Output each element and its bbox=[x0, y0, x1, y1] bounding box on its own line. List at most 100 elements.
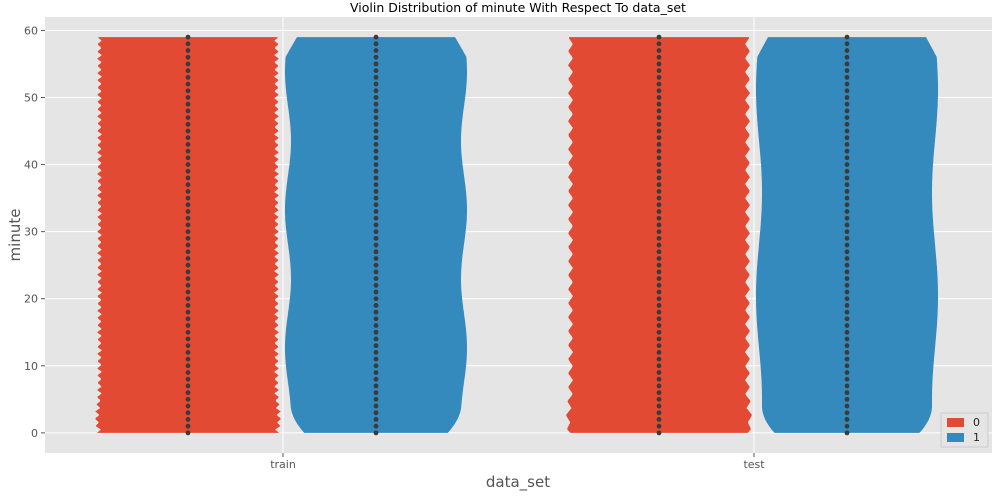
inner-point bbox=[656, 316, 662, 322]
inner-point bbox=[844, 229, 850, 235]
inner-point bbox=[185, 175, 191, 181]
inner-point bbox=[844, 430, 850, 436]
inner-point bbox=[656, 296, 662, 302]
inner-point bbox=[844, 356, 850, 362]
x-tick-label: test bbox=[743, 458, 765, 471]
inner-point bbox=[656, 403, 662, 409]
inner-point bbox=[844, 108, 850, 114]
inner-point bbox=[185, 316, 191, 322]
inner-point bbox=[373, 336, 379, 342]
inner-point bbox=[656, 189, 662, 194]
inner-point bbox=[185, 249, 191, 255]
inner-point bbox=[656, 309, 662, 315]
violin-test-1 bbox=[756, 37, 938, 433]
inner-point bbox=[185, 242, 191, 248]
inner-point bbox=[656, 41, 662, 47]
inner-point bbox=[656, 34, 662, 40]
legend-label-1: 1 bbox=[973, 431, 980, 444]
inner-point bbox=[373, 370, 379, 375]
inner-point bbox=[373, 195, 379, 201]
inner-point bbox=[373, 235, 379, 241]
inner-point bbox=[373, 54, 379, 60]
inner-point bbox=[373, 88, 379, 94]
inner-point bbox=[185, 202, 191, 208]
inner-point bbox=[844, 396, 850, 402]
inner-point bbox=[844, 88, 850, 94]
inner-point bbox=[656, 148, 662, 154]
inner-point bbox=[185, 81, 191, 87]
x-tick-label: train bbox=[270, 458, 296, 471]
inner-point bbox=[185, 235, 191, 241]
inner-point bbox=[185, 95, 191, 100]
inner-point bbox=[656, 376, 662, 382]
inner-point bbox=[373, 209, 379, 214]
inner-point bbox=[656, 175, 662, 181]
inner-point bbox=[656, 303, 662, 308]
inner-point bbox=[844, 329, 850, 335]
inner-point bbox=[185, 390, 191, 396]
inner-point bbox=[656, 202, 662, 208]
inner-point bbox=[656, 329, 662, 335]
inner-point bbox=[373, 329, 379, 335]
legend: 0 1 bbox=[940, 412, 989, 448]
inner-point bbox=[185, 282, 191, 288]
chart-title: Violin Distribution of minute With Respe… bbox=[350, 0, 686, 15]
inner-point bbox=[185, 128, 191, 134]
inner-point bbox=[185, 61, 191, 67]
inner-point bbox=[656, 48, 662, 53]
inner-point bbox=[656, 256, 662, 261]
inner-point bbox=[844, 289, 850, 295]
violin-train-0 bbox=[95, 37, 281, 433]
inner-point bbox=[373, 222, 379, 228]
inner-point bbox=[373, 115, 379, 121]
inner-point bbox=[185, 423, 191, 429]
inner-point bbox=[185, 195, 191, 201]
inner-point bbox=[656, 195, 662, 201]
y-tick-label: 0 bbox=[31, 427, 38, 440]
inner-point bbox=[373, 148, 379, 154]
inner-point bbox=[185, 269, 191, 275]
inner-point bbox=[656, 282, 662, 288]
inner-point bbox=[373, 403, 379, 409]
inner-point bbox=[844, 235, 850, 241]
y-tick-label: 20 bbox=[24, 293, 38, 306]
inner-point bbox=[373, 95, 379, 100]
inner-point bbox=[656, 142, 662, 147]
inner-point bbox=[373, 242, 379, 248]
inner-point bbox=[844, 155, 850, 161]
inner-point bbox=[185, 410, 191, 416]
inner-point bbox=[656, 289, 662, 295]
legend-swatch-0 bbox=[947, 418, 964, 427]
inner-point bbox=[373, 74, 379, 80]
inner-point bbox=[844, 323, 850, 328]
inner-point bbox=[844, 61, 850, 67]
inner-point bbox=[844, 41, 850, 47]
inner-points bbox=[185, 34, 850, 436]
inner-point bbox=[185, 168, 191, 174]
inner-point bbox=[656, 417, 662, 422]
inner-point bbox=[656, 235, 662, 241]
inner-point bbox=[185, 88, 191, 94]
inner-point bbox=[844, 309, 850, 315]
inner-point bbox=[656, 121, 662, 127]
inner-point bbox=[185, 121, 191, 127]
inner-point bbox=[656, 323, 662, 328]
inner-point bbox=[373, 343, 379, 349]
inner-point bbox=[373, 135, 379, 141]
inner-point bbox=[844, 370, 850, 375]
inner-point bbox=[185, 115, 191, 121]
inner-point bbox=[373, 182, 379, 188]
inner-point bbox=[844, 262, 850, 268]
inner-point bbox=[844, 296, 850, 302]
x-axis-label: data_set bbox=[486, 473, 550, 492]
inner-point bbox=[844, 282, 850, 288]
violin-test-0 bbox=[566, 37, 752, 433]
inner-point bbox=[373, 356, 379, 362]
inner-point bbox=[185, 48, 191, 53]
inner-point bbox=[373, 108, 379, 114]
inner-point bbox=[185, 296, 191, 302]
x-axis-ticks: train test bbox=[270, 453, 765, 471]
inner-point bbox=[185, 323, 191, 328]
inner-point bbox=[656, 229, 662, 235]
